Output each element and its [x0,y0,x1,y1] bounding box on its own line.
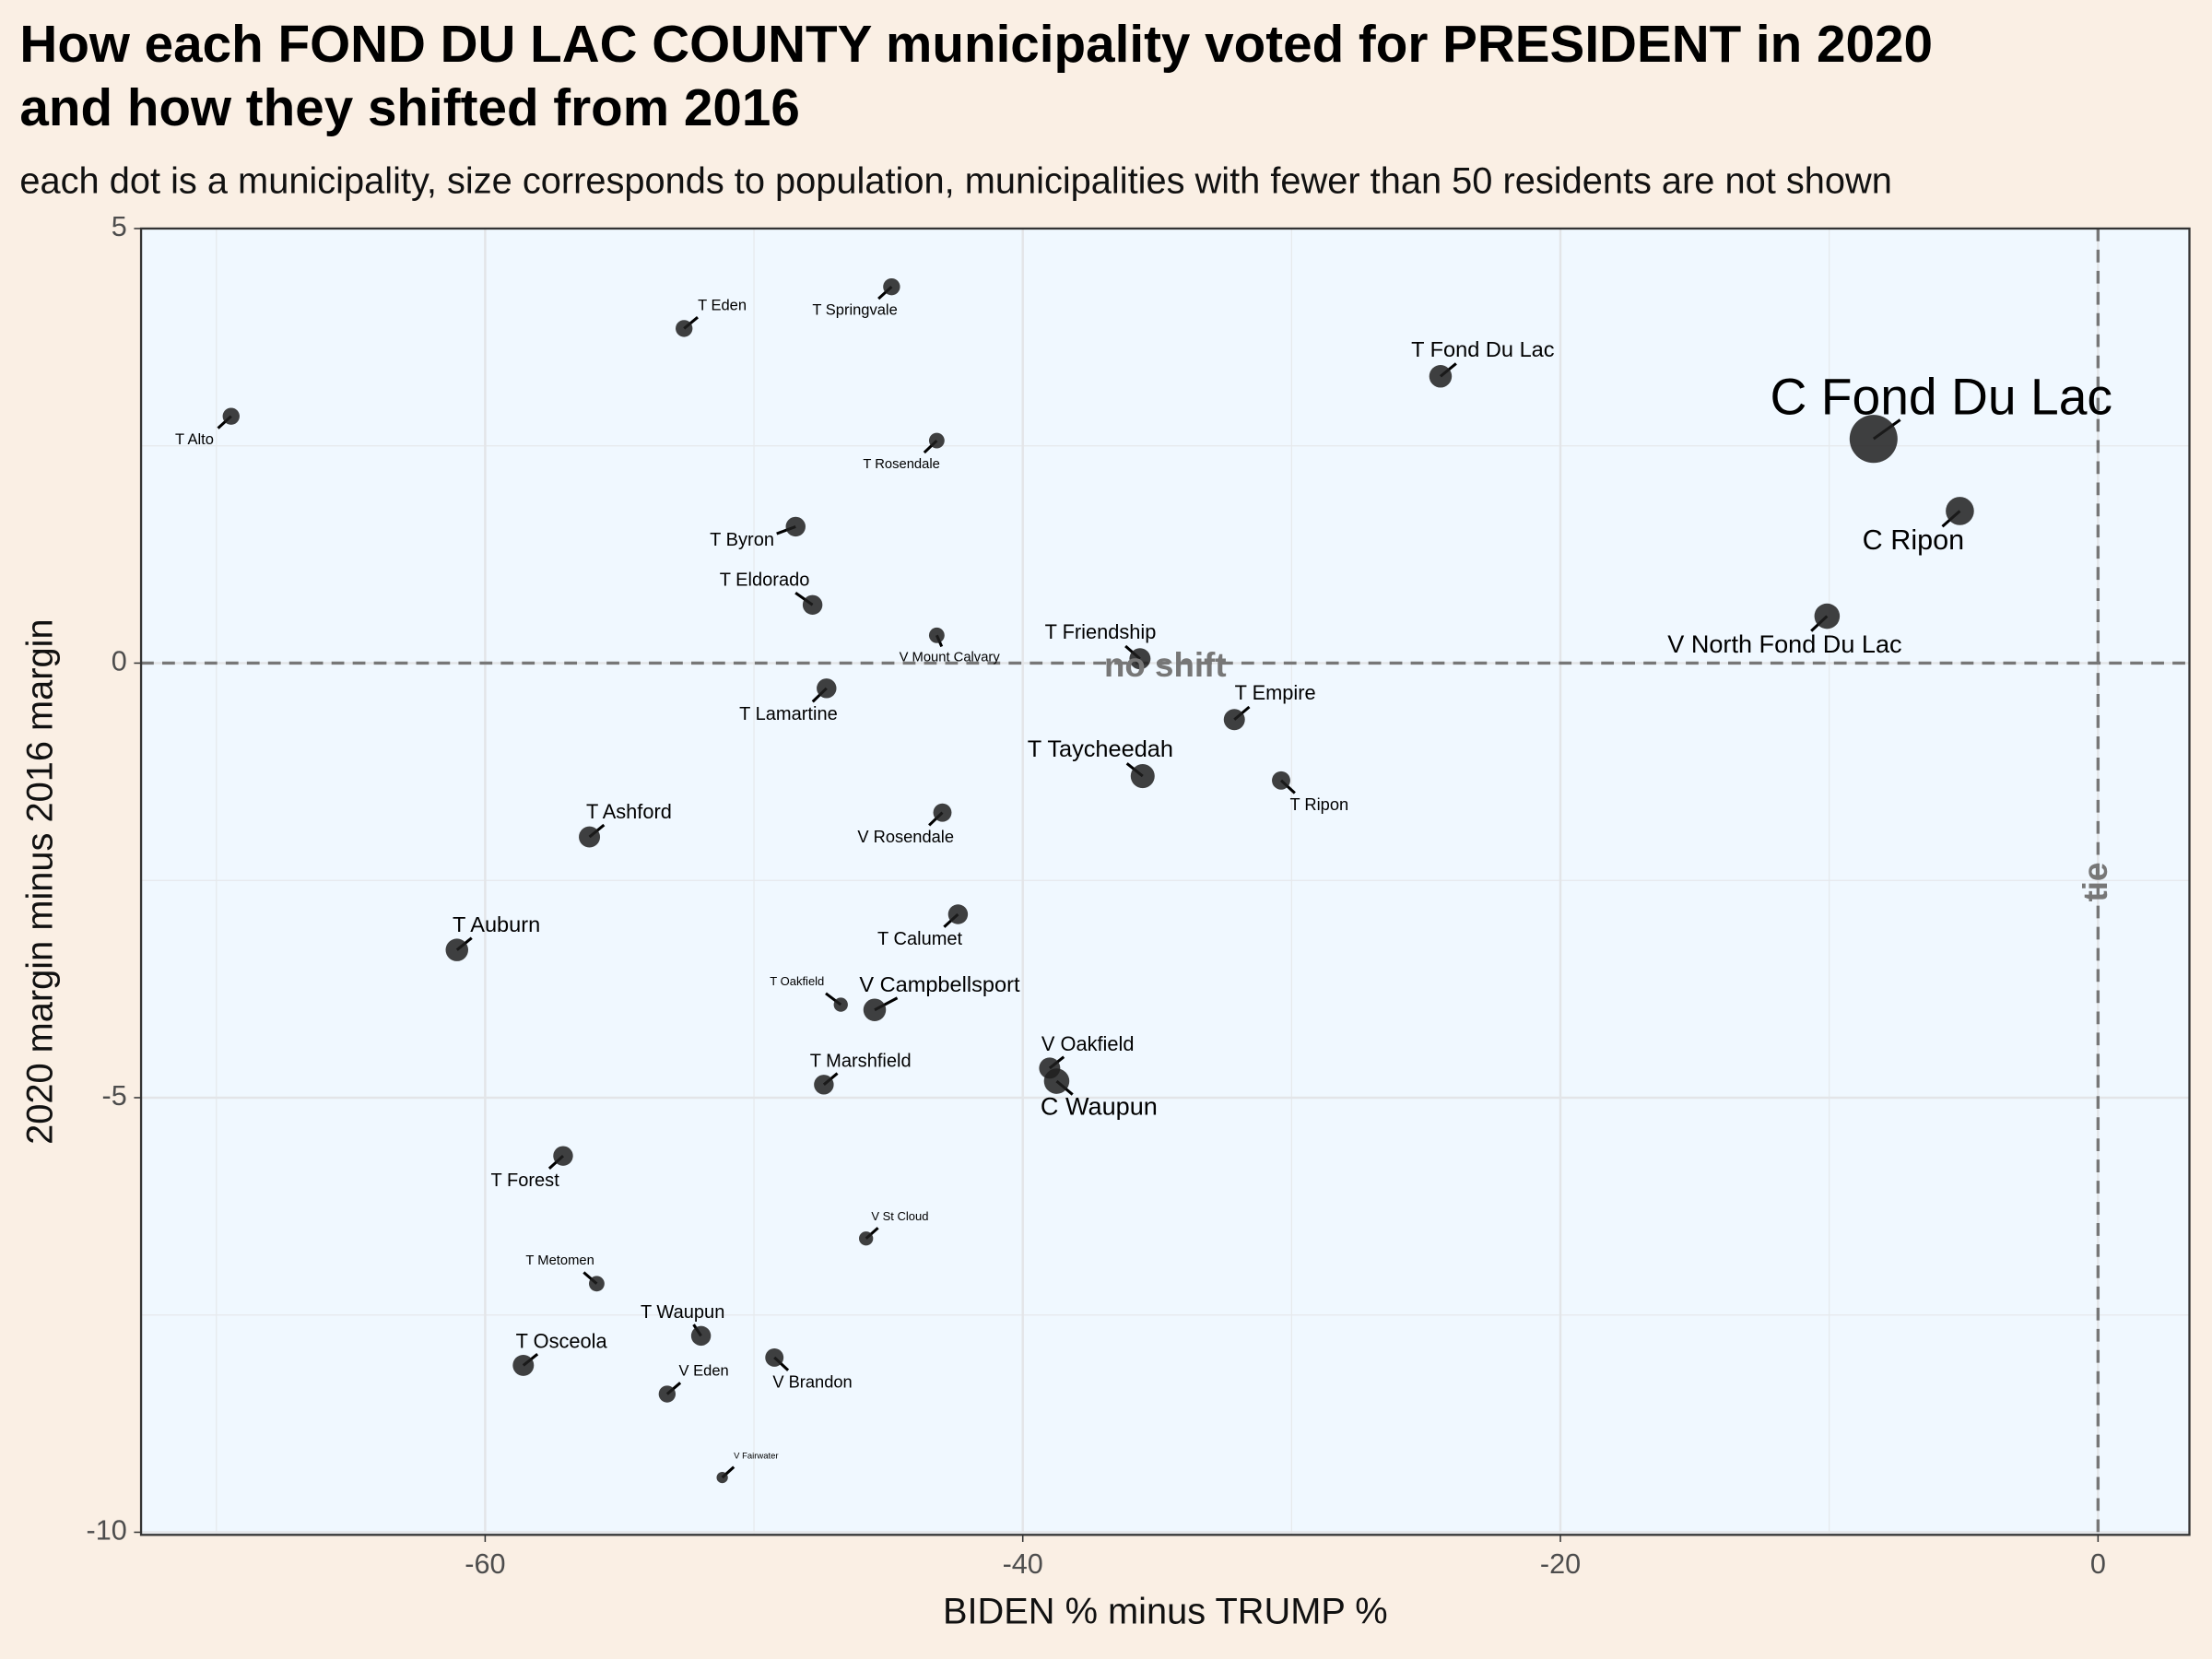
annotation: tie [2077,863,2114,902]
y-axis-label: 2020 margin minus 2016 margin [19,618,60,1145]
point-label: T Forest [491,1171,560,1191]
y-tick-label: -5 [102,1080,127,1112]
point-label: T Calumet [877,929,963,949]
chart-title: and how they shifted from 2016 [19,79,799,137]
point-label: T Empire [1235,681,1316,704]
point-label: T Byron [710,530,774,550]
point [817,678,837,699]
point [222,407,240,425]
point-label: T Ashford [586,800,672,823]
point [589,1276,605,1292]
point [883,277,900,296]
point [1429,365,1453,388]
y-tick-label: 0 [112,646,127,677]
point-label: T Auburn [453,912,540,936]
point-label: V Campbellsport [859,972,1020,996]
point [859,1231,874,1246]
chart-title: How each FOND DU LAC COUNTY municipality… [19,16,1933,74]
annotation: no shift [1104,646,1227,684]
x-tick-label: -60 [465,1548,505,1580]
point [863,998,887,1021]
x-tick-label: -40 [1003,1548,1043,1580]
point [658,1385,677,1403]
point-label: V North Fond Du Lac [1667,629,1901,658]
point-label: T Eden [698,296,747,313]
point-label: T Taycheedah [1028,736,1173,762]
point-label: T Osceola [516,1330,608,1353]
point-label: T Rosendale [863,457,939,472]
point-label: C Waupun [1041,1091,1158,1120]
point-label: C Ripon [1863,524,1965,556]
point-label: T Marshfield [810,1052,912,1072]
x-tick-label: -20 [1540,1548,1581,1580]
point [1946,497,1974,525]
y-tick-label: -10 [87,1515,127,1547]
point-label: V Mount Calvary [900,651,1001,665]
point [716,1471,728,1484]
point-label: T Waupun [641,1302,724,1323]
point-label: T Eldorado [720,571,810,591]
point [579,826,601,848]
point-label: T Lamartine [739,704,838,724]
point [933,803,952,822]
point-label: V Fairwater [734,1452,778,1462]
point-label: V St Cloud [871,1209,928,1223]
point [1223,709,1245,731]
point [802,594,823,615]
y-tick-label: 5 [112,211,127,242]
point-label: V Rosendale [857,827,954,846]
point [1814,603,1841,629]
point [928,627,945,643]
point [765,1347,784,1367]
point [1043,1068,1070,1094]
point-label: V Brandon [772,1371,852,1391]
point [928,432,945,449]
chart-subtitle: each dot is a municipality, size corresp… [19,160,1891,201]
point-label: T Metomen [525,1253,594,1268]
point-label: V Eden [679,1361,729,1379]
plot-border [139,227,2191,1536]
point-label: T Friendship [1045,620,1157,643]
point [445,938,469,961]
point-label: T Alto [175,430,214,448]
point-label: V Oakfield [1041,1032,1135,1055]
point-label: T Fond Du Lac [1411,337,1555,361]
point [1849,415,1898,464]
point [512,1354,535,1376]
point-label: T Springvale [812,301,897,319]
point [1272,771,1290,790]
point-label: T Ripon [1289,794,1348,814]
point [814,1075,834,1095]
point-label: T Oakfield [770,974,824,988]
point [785,516,806,537]
point [947,904,969,924]
x-tick-label: 0 [2090,1548,2106,1580]
point [553,1146,573,1166]
point [1130,764,1155,789]
point [833,997,848,1012]
point [690,1325,712,1347]
x-axis-label: BIDEN % minus TRUMP % [943,1592,1388,1632]
point [1129,648,1151,670]
point [676,320,693,337]
point-label: C Fond Du Lac [1770,368,2112,425]
